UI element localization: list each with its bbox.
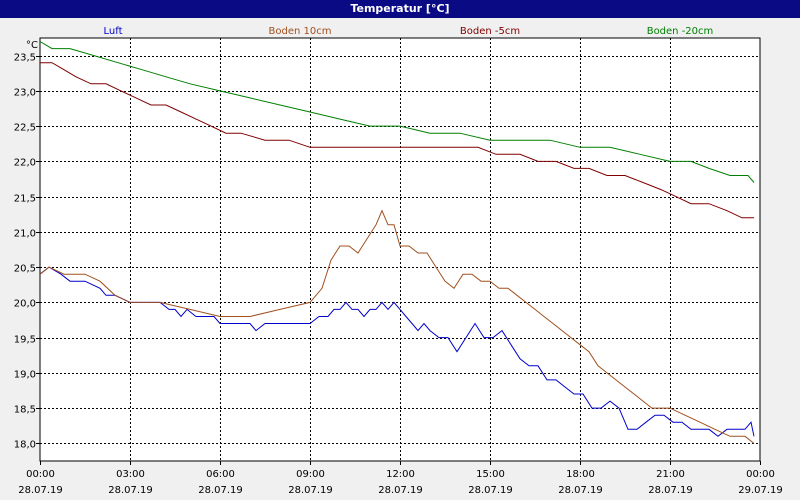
series-line [39,41,755,183]
y-tick-label: 19,0 [14,370,36,381]
x-tick-date-label: 29.07.19 [738,485,783,496]
x-tick-date-label: 28.07.19 [378,485,423,496]
y-tick-label: 18,5 [14,405,36,416]
x-tick-time-label: 06:00 [206,469,235,480]
legend-entry: Boden 10cm [269,26,332,37]
x-tick-date-label: 28.07.19 [558,485,603,496]
y-tick-label: 22,5 [14,123,36,134]
legend-entry: Boden -5cm [460,26,520,37]
y-tick-label: 23,0 [14,88,36,99]
x-tick-date-label: 28.07.19 [288,485,333,496]
plot-area [39,37,761,462]
y-tick-label: 23,5 [14,53,36,64]
y-tick-label: 19,5 [14,335,36,346]
x-tick-time-label: 03:00 [116,469,145,480]
x-tick-time-label: 00:00 [26,469,55,480]
y-tick-label: 20,5 [14,264,36,275]
chart-title: Temperatur [°C] [0,0,800,18]
y-tick-label: 22,0 [14,158,36,169]
x-tick-time-label: 21:00 [656,469,685,480]
series-line [40,62,754,219]
x-tick-time-label: 15:00 [476,469,505,480]
x-tick-time-label: 09:00 [296,469,325,480]
y-tick-label: 21,5 [14,194,36,205]
x-tick-time-label: 12:00 [386,469,415,480]
x-tick-date-label: 28.07.19 [468,485,513,496]
x-tick-time-label: 18:00 [566,469,595,480]
y-axis-label: °C [26,40,38,51]
x-tick-date-label: 28.07.19 [108,485,153,496]
legend-entry: Boden -20cm [647,26,714,37]
x-tick-date-label: 28.07.19 [18,485,63,496]
x-tick-time-label: 00:00 [746,469,775,480]
series-line [39,209,755,444]
y-tick-label: 18,0 [14,440,36,451]
x-tick-date-label: 28.07.19 [198,485,243,496]
y-tick-label: 21,0 [14,229,36,240]
series-line [39,266,755,437]
legend-entry: Luft [104,26,123,37]
x-tick-date-label: 28.07.19 [648,485,693,496]
y-tick-label: 20,0 [14,299,36,310]
